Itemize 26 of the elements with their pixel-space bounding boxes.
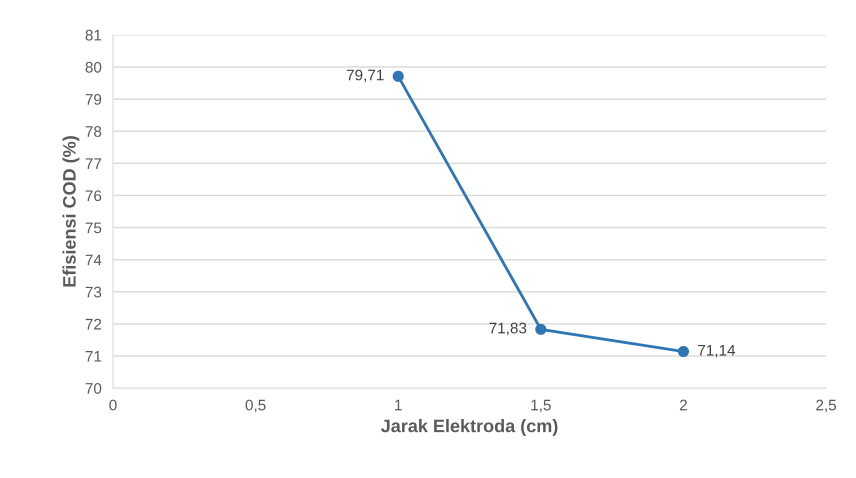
y-axis-title: Efisiensi COD (%) [62, 136, 80, 287]
y-tick-label: 75 [86, 222, 102, 234]
data-label: 71,14 [698, 344, 736, 358]
x-axis-title: Jarak Elektroda (cm) [380, 419, 558, 436]
y-tick-label: 74 [86, 254, 102, 266]
data-label: 79,71 [346, 70, 384, 82]
y-tick-label: 79 [86, 94, 102, 105]
x-tick-label: 2,5 [816, 400, 836, 412]
y-tick-label: 71 [86, 351, 102, 362]
y-tick-label: 80 [86, 62, 102, 73]
y-tick-label: 70 [86, 383, 102, 394]
point [678, 346, 689, 358]
point [392, 70, 404, 82]
data-label: 71,83 [489, 322, 526, 336]
y-tick-label: 78 [86, 126, 102, 137]
x-tick-label: 0 [109, 400, 117, 410]
x-tick-label: 1,5 [531, 400, 551, 412]
y-tick-label: 72 [86, 318, 102, 330]
y-tick-label: 77 [86, 158, 102, 169]
x-tick-label: 1 [395, 400, 402, 410]
y-tick-label: 76 [86, 190, 102, 202]
point [535, 324, 546, 335]
x-tick-label: 0,5 [246, 400, 266, 412]
y-tick-label: 81 [86, 30, 102, 41]
y-tick-label: 73 [86, 286, 102, 298]
x-tick-label: 2 [680, 400, 687, 410]
